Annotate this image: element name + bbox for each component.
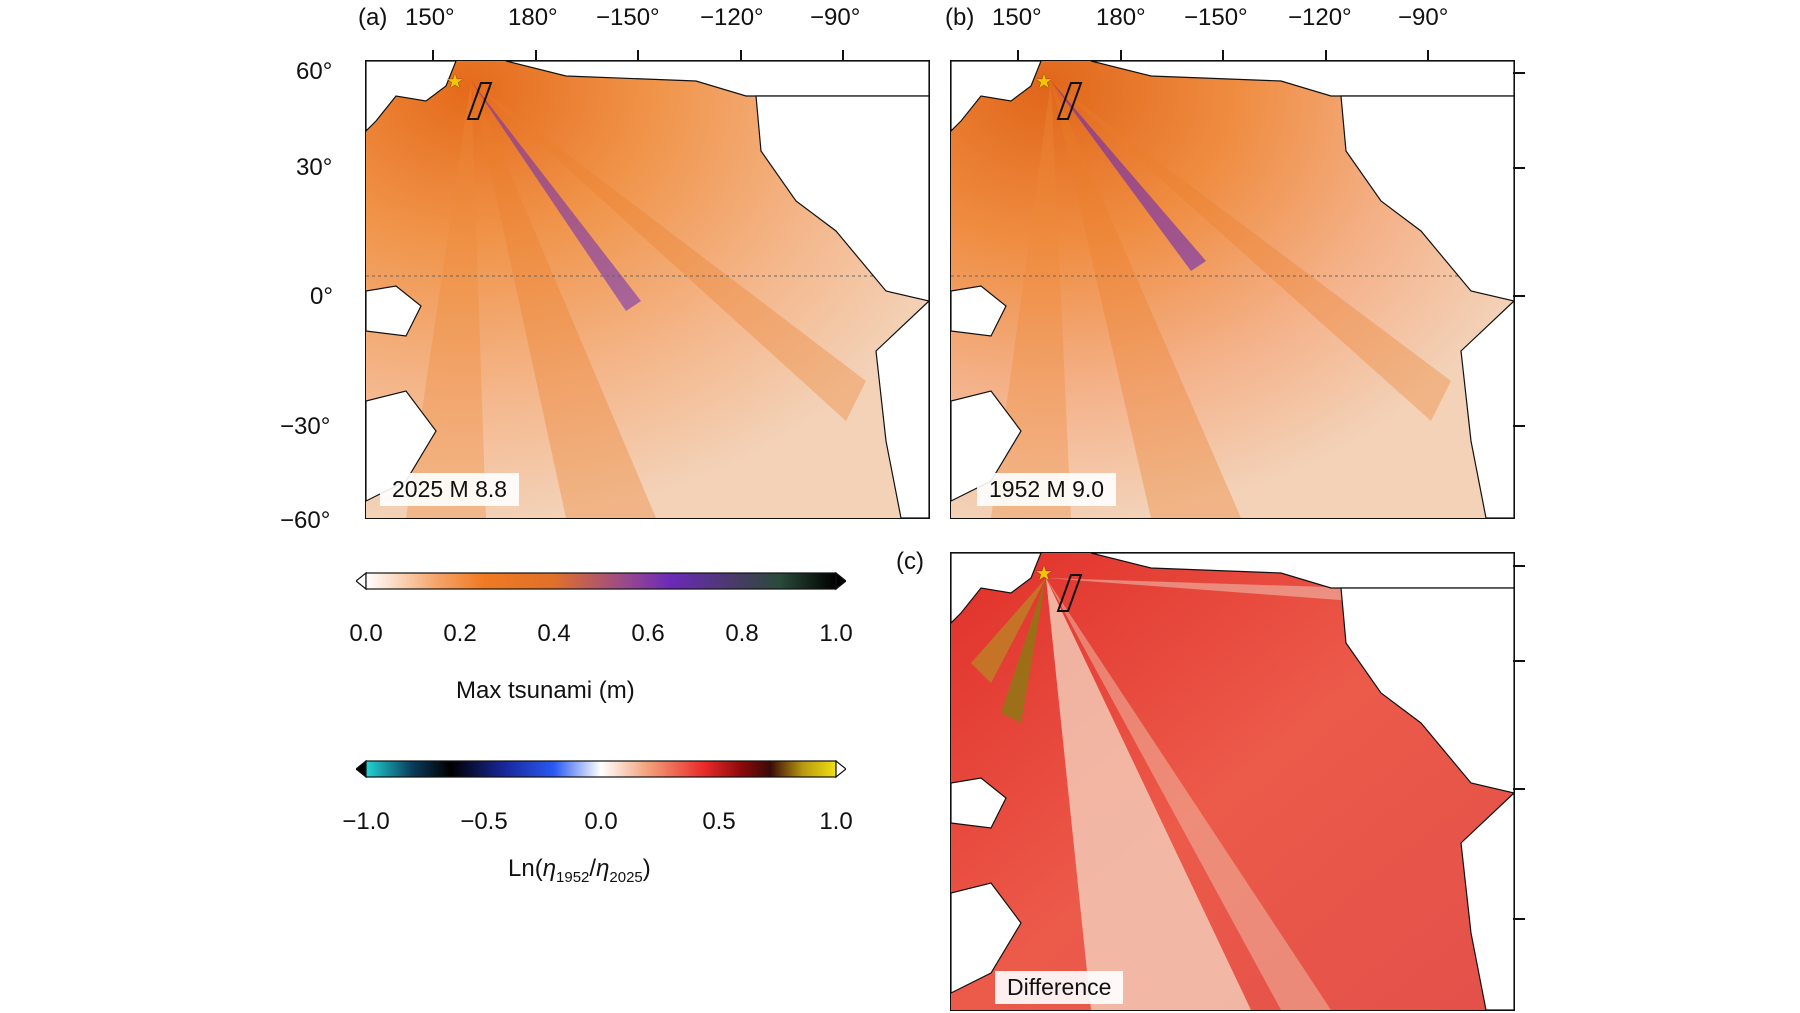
panel-b-letter: (b) <box>945 4 975 31</box>
map-panel-c: ★ Difference <box>950 552 1515 1011</box>
tsunami-tick-5: 1.0 <box>819 620 853 647</box>
tsunami-tick-4: 0.8 <box>725 620 759 647</box>
epicenter-star-icon-a: ★ <box>446 71 464 93</box>
colorbar-tsunami <box>355 571 847 591</box>
ratio-tick-0: −1.0 <box>342 808 390 835</box>
tick-mark <box>1513 425 1525 427</box>
tsunami-tick-0: 0.0 <box>349 620 383 647</box>
map-b-graphic <box>951 61 1514 518</box>
tick-mark <box>1222 50 1224 60</box>
ratio-title-sub2: 2025 <box>609 868 643 886</box>
lon-tick-a-180: 180° <box>508 4 558 31</box>
colorbar-tsunami-graphic <box>355 571 847 591</box>
tick-mark <box>1513 918 1525 920</box>
map-a-graphic <box>366 61 929 518</box>
tsunami-tick-2: 0.4 <box>537 620 571 647</box>
ratio-title-prefix: Ln( <box>508 855 543 882</box>
lon-tick-a-150: 150° <box>405 4 455 31</box>
tick-mark <box>1120 50 1122 60</box>
colorbar-ratio-graphic <box>355 759 847 779</box>
tick-mark <box>1017 50 1019 60</box>
tick-mark <box>432 50 434 60</box>
panel-c-letter: (c) <box>896 548 924 575</box>
map-c-graphic <box>951 553 1514 1010</box>
lat-tick-0: 0° <box>310 283 333 310</box>
panel-a-letter: (a) <box>358 4 388 31</box>
ratio-title-eta2: η <box>596 855 610 882</box>
lon-tick-a-m150: −150° <box>596 4 660 31</box>
lon-tick-b-m120: −120° <box>1288 4 1352 31</box>
tick-mark <box>1513 660 1525 662</box>
lon-tick-b-m150: −150° <box>1184 4 1248 31</box>
tick-mark <box>1325 50 1327 60</box>
ratio-tick-3: 0.5 <box>702 808 736 835</box>
tick-mark <box>740 50 742 60</box>
ratio-title-suffix: ) <box>642 855 651 882</box>
tick-mark <box>1513 167 1525 169</box>
ratio-title-eta1: η <box>542 855 557 882</box>
tsunami-tick-1: 0.2 <box>443 620 477 647</box>
ratio-tick-1: −0.5 <box>460 808 508 835</box>
lon-tick-b-m90: −90° <box>1398 4 1449 31</box>
lat-tick-m30: −30° <box>280 413 331 440</box>
panel-c-label: Difference <box>995 971 1124 1004</box>
ratio-tick-4: 1.0 <box>819 808 853 835</box>
tick-mark <box>1513 295 1525 297</box>
lon-tick-a-m90: −90° <box>810 4 861 31</box>
map-panel-b: ★ 1952 M 9.0 <box>950 60 1515 519</box>
tick-mark <box>1513 72 1525 74</box>
ratio-title-sub1: 1952 <box>556 868 590 886</box>
epicenter-star-icon-b: ★ <box>1035 71 1053 93</box>
epicenter-star-icon-c: ★ <box>1035 563 1053 585</box>
lon-tick-a-m120: −120° <box>700 4 764 31</box>
tick-mark <box>1427 50 1429 60</box>
lat-tick-60: 60° <box>296 58 333 85</box>
lon-tick-b-180: 180° <box>1096 4 1146 31</box>
ratio-tick-2: 0.0 <box>584 808 618 835</box>
tick-mark <box>637 50 639 60</box>
tick-mark <box>1513 788 1525 790</box>
ratio-title-slash: / <box>589 855 597 882</box>
tsunami-tick-3: 0.6 <box>631 620 665 647</box>
lon-tick-b-150: 150° <box>992 4 1042 31</box>
panel-a-label: 2025 M 8.8 <box>380 473 520 506</box>
colorbar-ratio <box>355 759 847 779</box>
lat-tick-30: 30° <box>296 154 333 181</box>
panel-b-label: 1952 M 9.0 <box>977 473 1117 506</box>
tsunami-colorbar-title: Max tsunami (m) <box>456 677 635 704</box>
tick-mark <box>1513 565 1525 567</box>
tick-mark <box>535 50 537 60</box>
map-panel-a: ★ 2025 M 8.8 <box>365 60 930 519</box>
ratio-colorbar-title: Ln(η1952/η2025) <box>508 855 651 886</box>
lat-tick-m60: −60° <box>280 507 331 534</box>
tick-mark <box>842 50 844 60</box>
